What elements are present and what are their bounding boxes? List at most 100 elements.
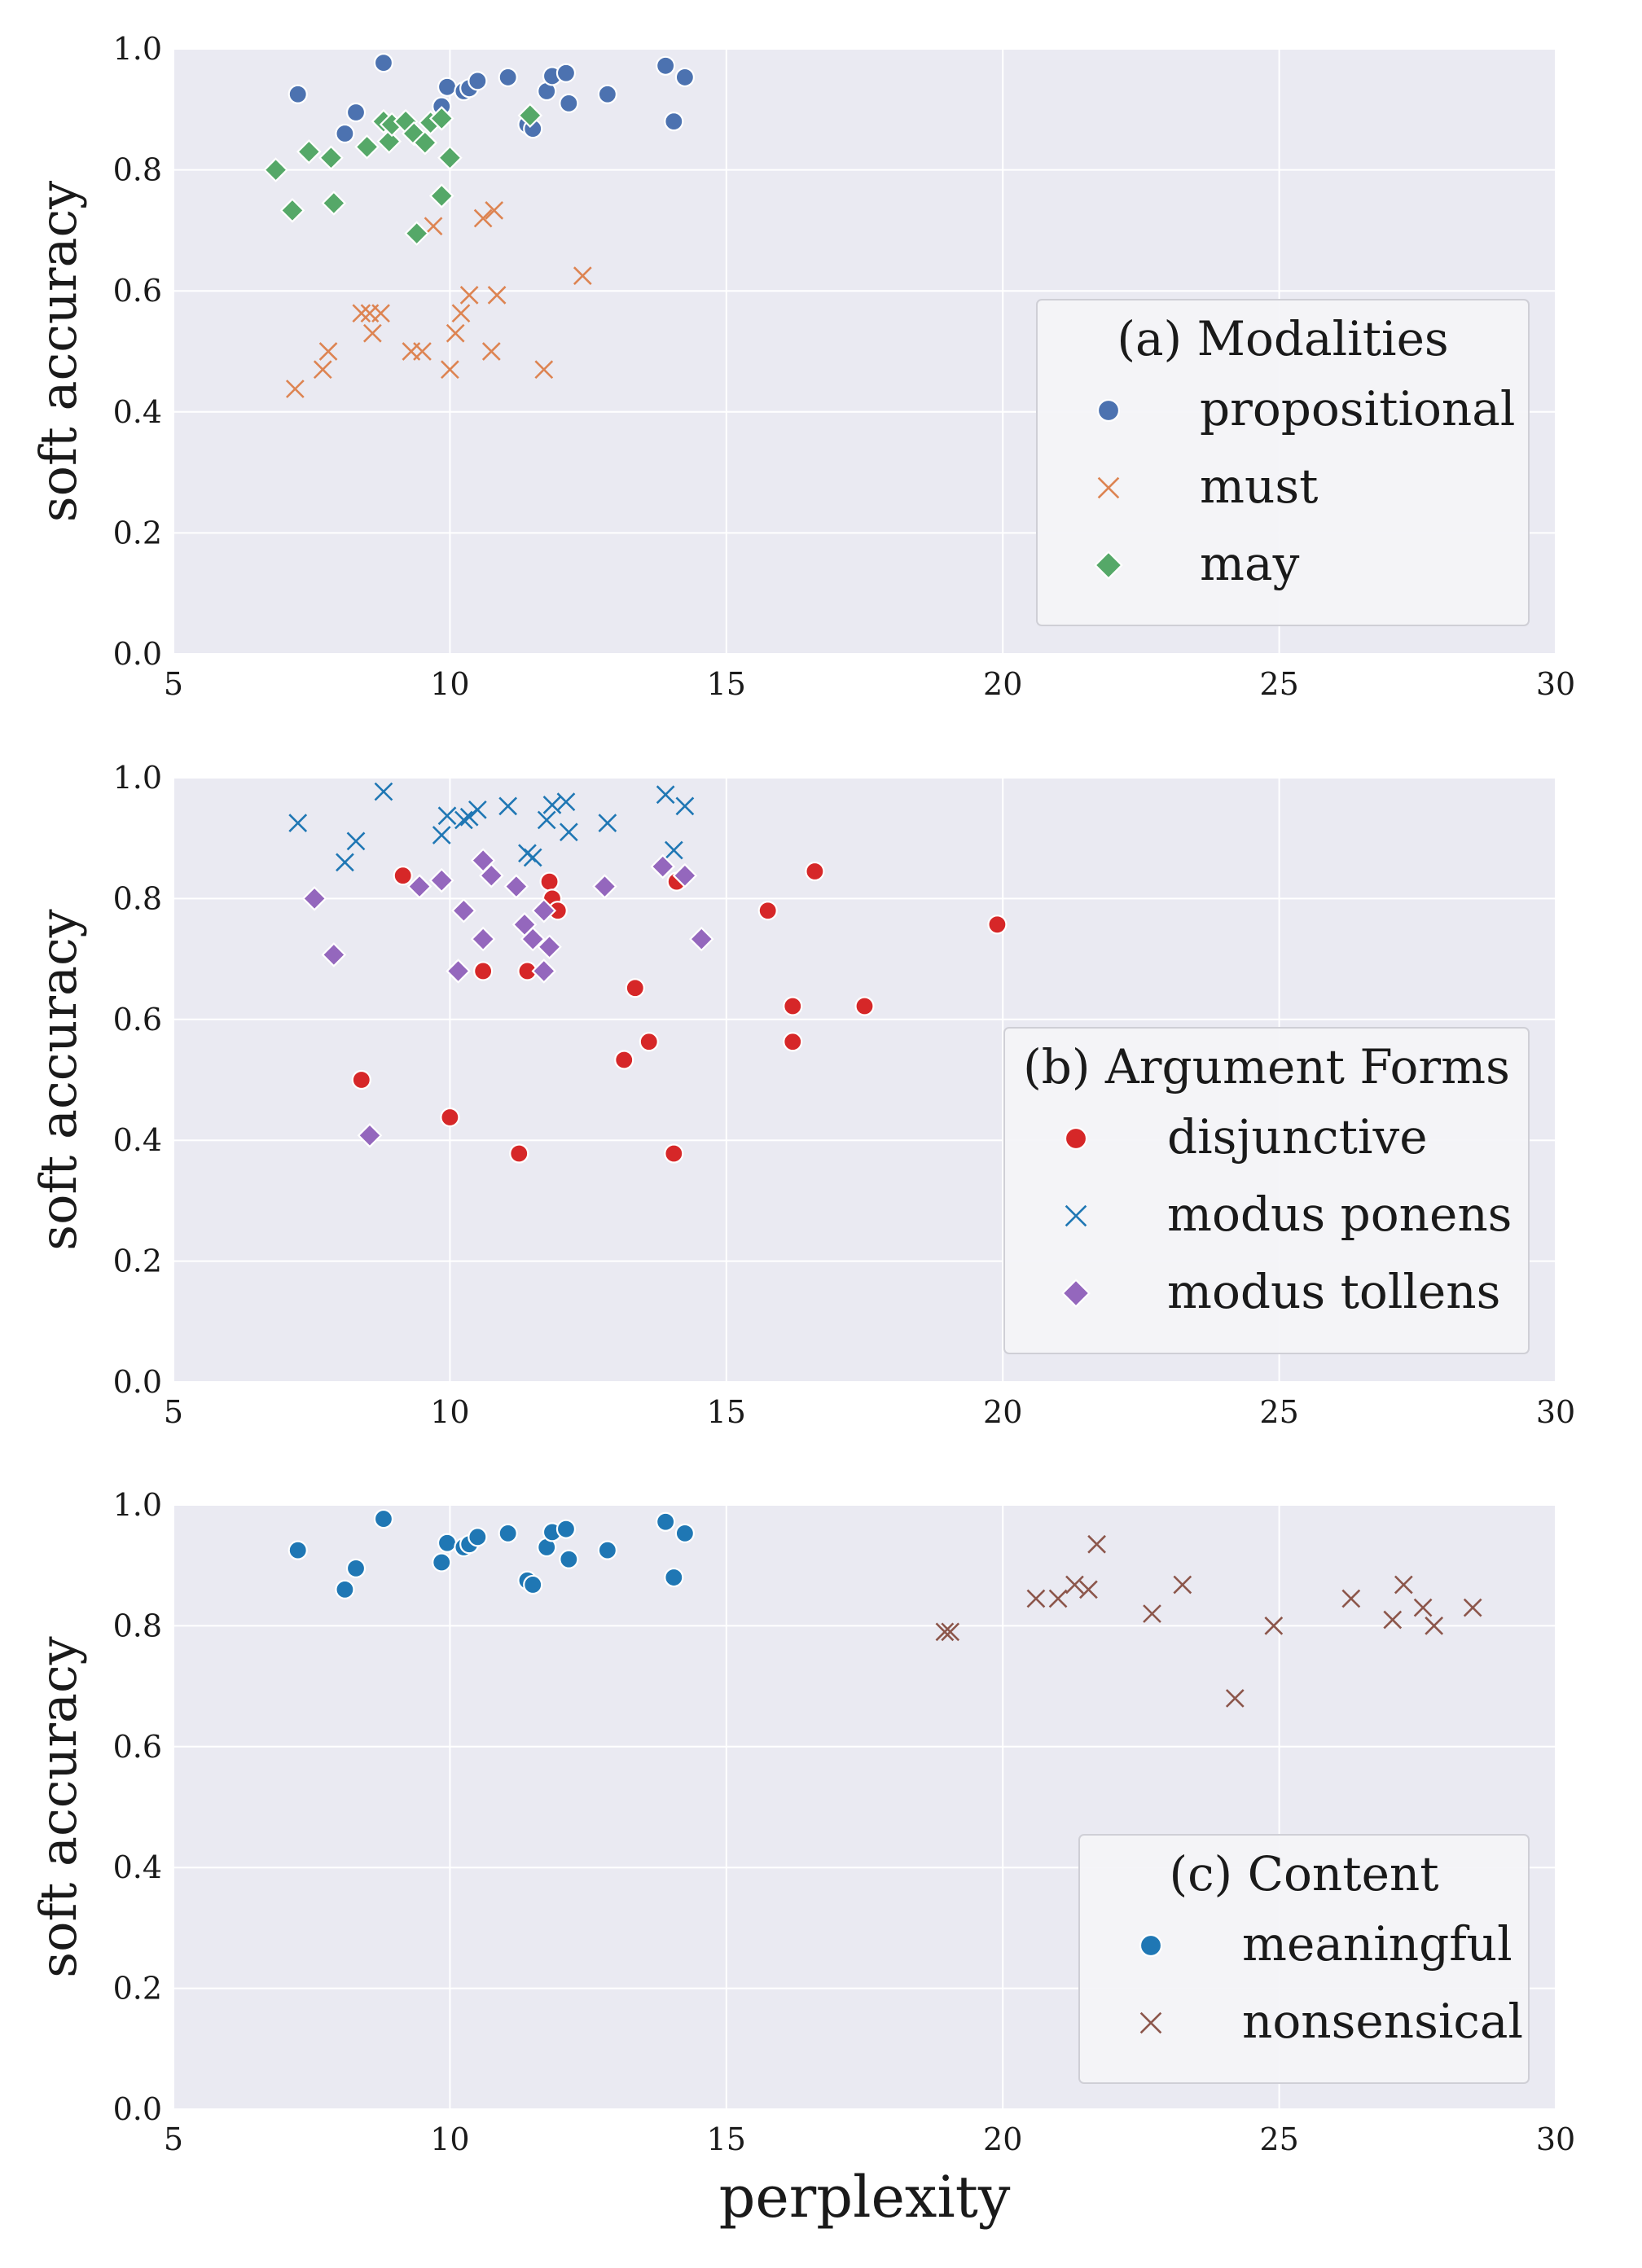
- data-point-modus-ponens: [374, 782, 393, 801]
- data-point-must: [446, 323, 465, 343]
- x-tick-label: 30: [1536, 1394, 1575, 1430]
- data-point-propositional: [288, 84, 308, 104]
- x-tick-label: 15: [707, 666, 746, 702]
- data-point-modus-tollens: [650, 853, 676, 880]
- data-point-modus-ponens: [336, 853, 354, 872]
- data-point-modus-tollens: [406, 874, 432, 899]
- data-point-propositional: [664, 112, 684, 132]
- data-point-modus-ponens: [598, 814, 617, 833]
- x-tick-label: 20: [983, 1394, 1022, 1430]
- data-point-propositional: [335, 123, 355, 144]
- y-tick-label: 1.0: [113, 760, 162, 796]
- legend-label-nonsensical: nonsensical: [1242, 1994, 1523, 2049]
- series-may: [263, 103, 543, 246]
- data-point-disjunctive: [639, 1032, 659, 1052]
- data-point-may: [376, 129, 402, 154]
- data-point-meaningful: [559, 1549, 579, 1569]
- x-axis-label: perplexity: [719, 2164, 1011, 2231]
- data-point-meaningful: [468, 1527, 488, 1547]
- data-point-modus-tollens: [301, 886, 327, 911]
- legend-marker-propositional: [1096, 398, 1121, 423]
- data-point-nonsensical: [1264, 1617, 1284, 1635]
- series-must: [285, 201, 592, 398]
- x-tick-label: 20: [983, 2121, 1022, 2157]
- data-point-disjunctive: [987, 915, 1008, 935]
- legend: (b) Argument Forms disjunctive modus ponen…: [1003, 1027, 1530, 1354]
- data-point-meaningful: [345, 1558, 367, 1579]
- y-tick-label: 0.4: [113, 394, 162, 430]
- data-point-must: [459, 286, 479, 305]
- data-point-modus-ponens: [346, 831, 366, 851]
- data-point-disjunctive: [783, 996, 803, 1016]
- y-tick-label: 0.8: [113, 152, 162, 188]
- data-point-nonsensical: [1065, 1575, 1084, 1595]
- y-tick-label: 1.0: [113, 1487, 162, 1523]
- data-point-nonsensical: [1087, 1534, 1106, 1554]
- data-point-nonsensical: [935, 1622, 955, 1642]
- data-point-modus-tollens: [479, 862, 504, 888]
- data-point-propositional: [498, 67, 518, 88]
- data-point-nonsensical: [1143, 1604, 1161, 1623]
- y-tick-label: 0.8: [113, 1608, 162, 1643]
- y-tick-label: 0.6: [113, 1729, 162, 1765]
- data-point-modus-tollens: [451, 897, 476, 923]
- legend-title: (b) Argument Forms: [1023, 1039, 1510, 1095]
- data-point-must: [371, 304, 390, 323]
- data-point-meaningful: [432, 1552, 452, 1573]
- y-tick-label: 0.0: [113, 2091, 162, 2127]
- data-point-nonsensical: [1079, 1580, 1098, 1599]
- x-tick-label: 10: [430, 2121, 469, 2157]
- data-point-modus-ponens: [468, 800, 487, 819]
- data-point-disjunctive: [440, 1107, 460, 1128]
- data-point-may: [437, 145, 463, 171]
- data-point-may: [428, 183, 454, 208]
- chart-panel-2: 5 10 15 20 25 30 0.0 0.2 0.4 0.6 0.8 1.0 soft accura…: [29, 760, 1575, 1430]
- legend-marker-must: [1097, 476, 1120, 499]
- data-point-meaningful: [335, 1579, 355, 1599]
- y-axis-label: soft accuracy: [29, 1636, 88, 1977]
- data-point-meaningful: [674, 1523, 695, 1543]
- y-tick-label: 0.0: [113, 1364, 162, 1400]
- data-point-nonsensical: [1413, 1598, 1433, 1617]
- data-point-must: [318, 342, 338, 361]
- series-meaningful: [288, 1508, 695, 1599]
- data-point-disjunctive: [854, 996, 875, 1016]
- data-point-modus-tollens: [357, 1122, 383, 1148]
- data-point-may: [263, 157, 288, 182]
- data-point-must: [451, 304, 471, 323]
- x-tick-label: 20: [983, 666, 1022, 702]
- y-tick-label: 0.2: [113, 1244, 162, 1279]
- data-point-modus-ponens: [656, 785, 675, 805]
- x-tick-label: 25: [1259, 2121, 1298, 2157]
- data-point-meaningful: [437, 1533, 458, 1553]
- x-tick-label: 5: [164, 2121, 183, 2157]
- data-point-disjunctive: [509, 1143, 529, 1164]
- data-point-must: [352, 304, 371, 323]
- data-point-modus-tollens: [520, 926, 546, 952]
- legend-label-modus-tollens: modus tollens: [1167, 1264, 1500, 1319]
- data-point-propositional: [373, 52, 394, 73]
- data-point-disjunctive: [393, 866, 413, 886]
- data-point-disjunctive: [664, 1143, 684, 1164]
- data-point-modus-ponens: [675, 796, 695, 816]
- legend-label-meaningful: meaningful: [1242, 1916, 1512, 1972]
- data-point-may: [517, 103, 543, 129]
- data-point-meaningful: [664, 1567, 684, 1588]
- series-nonsensical: [935, 1534, 1482, 1708]
- legend-label-modus-ponens: modus ponens: [1167, 1187, 1512, 1242]
- data-point-propositional: [674, 67, 695, 88]
- data-point-modus-tollens: [470, 926, 496, 952]
- data-point-must: [362, 323, 382, 343]
- data-point-nonsensical: [1394, 1575, 1413, 1595]
- data-point-modus-ponens: [664, 840, 683, 860]
- data-point-propositional: [437, 77, 458, 97]
- data-point-propositional: [345, 102, 367, 123]
- data-point-must: [534, 360, 554, 379]
- legend-marker-disjunctive: [1064, 1126, 1088, 1151]
- data-point-disjunctive: [805, 861, 825, 882]
- y-tick-label: 0.4: [113, 1122, 162, 1158]
- series-disjunctive: [351, 861, 1008, 1164]
- y-tick-label: 0.2: [113, 515, 162, 551]
- legend-marker-meaningful: [1139, 1933, 1163, 1958]
